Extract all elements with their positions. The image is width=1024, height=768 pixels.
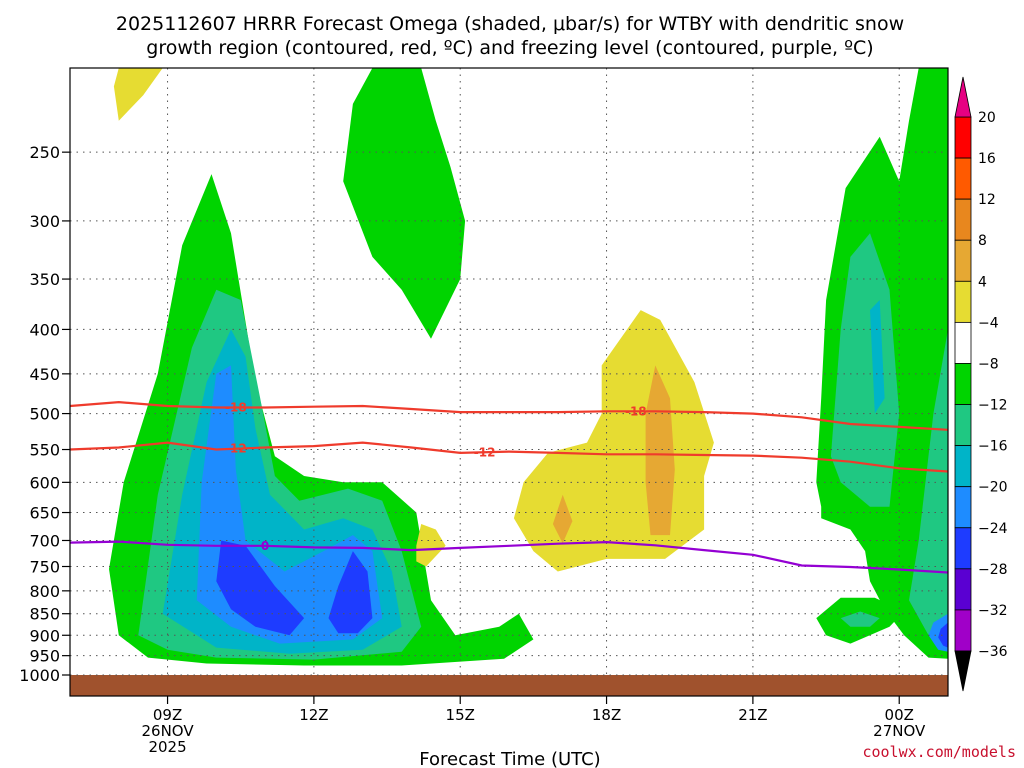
chart-title-line-1: 2025112607 HRRR Forecast Omega (shaded, … bbox=[116, 13, 904, 35]
contour-line-18 bbox=[70, 400, 948, 431]
contour-label-12: -12 bbox=[225, 442, 247, 456]
colorbar-segment-1 bbox=[954, 157, 972, 200]
region-omega-8-to-12-small bbox=[840, 611, 880, 627]
colorbar-label-36: −36 bbox=[978, 644, 1008, 660]
colorbar-segment-9 bbox=[954, 486, 972, 529]
colorbar-label-24: −24 bbox=[978, 521, 1008, 537]
y-tick-label-350: 350 bbox=[29, 270, 60, 289]
colorbar-segment-7 bbox=[954, 404, 972, 447]
y-axis-ticks: 250 300 350 400 450 500 550 600 650 700 750 800 850 9… bbox=[19, 143, 70, 685]
x-tick-label-09z: 09Z bbox=[153, 706, 182, 724]
region-omega-20-to-24-right bbox=[938, 622, 948, 648]
y-tick-label-1000: 1000 bbox=[19, 666, 60, 685]
region-omega-4-to-8-top bbox=[113, 68, 163, 121]
plot-frame bbox=[69, 67, 949, 697]
x-tick-year-2025: 2025 bbox=[148, 738, 186, 756]
colorbar-bottom-arrow bbox=[954, 650, 972, 692]
colorbar-label-12: 12 bbox=[978, 192, 996, 208]
y-tick-label-300: 300 bbox=[29, 212, 60, 231]
region-omega-8-to-12-left bbox=[552, 494, 573, 544]
colorbar-segment-11 bbox=[954, 568, 972, 611]
colorbar-label-16: 16 bbox=[978, 151, 996, 167]
colorbar-label-20: 20 bbox=[978, 110, 996, 126]
omega-shaded-regions bbox=[109, 68, 948, 666]
plot-area: -18 -18 -12 -12 0 bbox=[69, 67, 949, 697]
x-tick-label-21z: 21Z bbox=[738, 706, 767, 724]
credit-text: coolwx.com/models bbox=[862, 743, 1016, 761]
y-tick-label-900: 900 bbox=[29, 626, 60, 645]
ground-band bbox=[70, 675, 948, 696]
colorbar-label-4: 4 bbox=[978, 274, 987, 290]
y-tick-label-500: 500 bbox=[29, 405, 60, 424]
region-omega-4-to-8-upper bbox=[343, 68, 466, 339]
y-tick-label-650: 650 bbox=[29, 504, 60, 523]
colorbar-label-12: −12 bbox=[978, 398, 1008, 414]
x-axis-title: Forecast Time (UTC) bbox=[419, 749, 600, 768]
y-tick-label-750: 750 bbox=[29, 558, 60, 577]
colorbar-segment-6 bbox=[954, 363, 972, 405]
x-tick-label-18z: 18Z bbox=[592, 706, 621, 724]
y-tick-label-950: 950 bbox=[29, 647, 60, 666]
y-tick-label-250: 250 bbox=[29, 143, 60, 162]
y-tick-label-400: 400 bbox=[29, 320, 60, 339]
contour-label-18: -18 bbox=[625, 404, 647, 418]
contour-line-12 bbox=[70, 441, 948, 473]
colorbar-segment-0 bbox=[954, 116, 972, 159]
colorbar-label-32: −32 bbox=[978, 603, 1008, 619]
y-tick-label-700: 700 bbox=[29, 531, 60, 550]
y-tick-label-450: 450 bbox=[29, 365, 60, 384]
y-tick-label-800: 800 bbox=[29, 582, 60, 601]
region-omega-8-to-12-right bbox=[830, 233, 900, 507]
x-tick-label-15z: 15Z bbox=[446, 706, 475, 724]
colorbar-label-16: −16 bbox=[978, 439, 1008, 455]
contour-line-0 bbox=[70, 540, 948, 574]
x-tick-label-00z: 00Z bbox=[885, 706, 914, 724]
region-omega-12-to-16-right bbox=[870, 300, 885, 414]
ground-layer bbox=[70, 675, 948, 696]
colorbar-segment-3 bbox=[954, 239, 972, 282]
y-tick-label-850: 850 bbox=[29, 605, 60, 624]
colorbar-segment-4 bbox=[954, 280, 972, 323]
colorbar-label-8: −8 bbox=[978, 356, 999, 372]
colorbar-segment-12 bbox=[954, 609, 972, 652]
colorbar-segment-8 bbox=[954, 445, 972, 488]
colorbar-segment-5 bbox=[954, 321, 972, 364]
contour-label-0: 0 bbox=[261, 539, 269, 553]
colorbar-top-arrow bbox=[954, 76, 972, 118]
colorbar-segment-2 bbox=[954, 198, 972, 241]
colorbar-label-4: −4 bbox=[978, 315, 999, 331]
x-tick-date-27nov: 27NOV bbox=[873, 722, 926, 740]
contour-label-18: -18 bbox=[225, 400, 247, 414]
colorbar-label-20: −20 bbox=[978, 480, 1008, 496]
colorbar-label-28: −28 bbox=[978, 562, 1008, 578]
x-tick-label-12z: 12Z bbox=[299, 706, 328, 724]
chart-title-line-2: growth region (contoured, red, ºC) and f… bbox=[146, 37, 873, 59]
region-omega-20-to-24-middle bbox=[328, 551, 373, 634]
region-omega-20-to-24-left bbox=[216, 540, 305, 636]
colorbar: 20 16 12 8 4 −4 −8 −12 −16 −20 −24 −28 −32 −36 bbox=[954, 76, 1008, 692]
region-omega-8-to-12-right-lower bbox=[909, 329, 948, 644]
temperature-contours: -18 -18 -12 -12 0 bbox=[70, 400, 948, 574]
colorbar-segment-10 bbox=[954, 527, 972, 570]
y-tick-label-550: 550 bbox=[29, 441, 60, 460]
region-omega-4-to-8-small bbox=[416, 524, 446, 567]
colorbar-label-8: 8 bbox=[978, 233, 987, 249]
x-tick-date-26nov: 26NOV bbox=[141, 722, 194, 740]
y-tick-label-600: 600 bbox=[29, 473, 60, 492]
region-omega-8-to-12-right bbox=[645, 365, 675, 536]
contour-label-12: -12 bbox=[474, 445, 496, 459]
